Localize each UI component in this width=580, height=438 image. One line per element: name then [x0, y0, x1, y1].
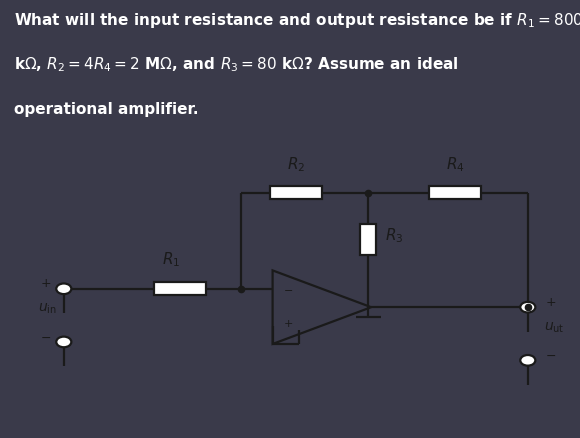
Text: $R_3$: $R_3$ — [385, 226, 403, 245]
Text: $+$: $+$ — [39, 277, 51, 290]
Circle shape — [520, 355, 535, 366]
Circle shape — [56, 337, 71, 347]
Text: $R_4$: $R_4$ — [446, 155, 465, 174]
Circle shape — [520, 302, 535, 312]
Text: $+$: $+$ — [545, 296, 556, 309]
Bar — [154, 282, 206, 295]
Text: $-$: $-$ — [545, 349, 556, 362]
Text: $u_{\rm ut}$: $u_{\rm ut}$ — [544, 320, 564, 335]
Text: $-$: $-$ — [39, 331, 51, 343]
Text: What will the input resistance and output resistance be if $R_1 = 800$: What will the input resistance and outpu… — [14, 11, 580, 29]
Text: $R_1$: $R_1$ — [162, 251, 180, 269]
Text: k$\Omega$, $R_2 = 4R_4 = 2$ M$\Omega$, and $R_3 = 80$ k$\Omega$? Assume an ideal: k$\Omega$, $R_2 = 4R_4 = 2$ M$\Omega$, a… — [14, 55, 459, 74]
Text: operational amplifier.: operational amplifier. — [14, 102, 199, 117]
Text: $-$: $-$ — [283, 284, 293, 294]
Bar — [429, 186, 481, 199]
Bar — [270, 186, 322, 199]
Bar — [360, 224, 376, 255]
Text: $R_2$: $R_2$ — [287, 155, 305, 174]
Text: $+$: $+$ — [283, 318, 293, 329]
Text: $u_{\rm in}$: $u_{\rm in}$ — [38, 302, 57, 316]
Circle shape — [56, 283, 71, 294]
